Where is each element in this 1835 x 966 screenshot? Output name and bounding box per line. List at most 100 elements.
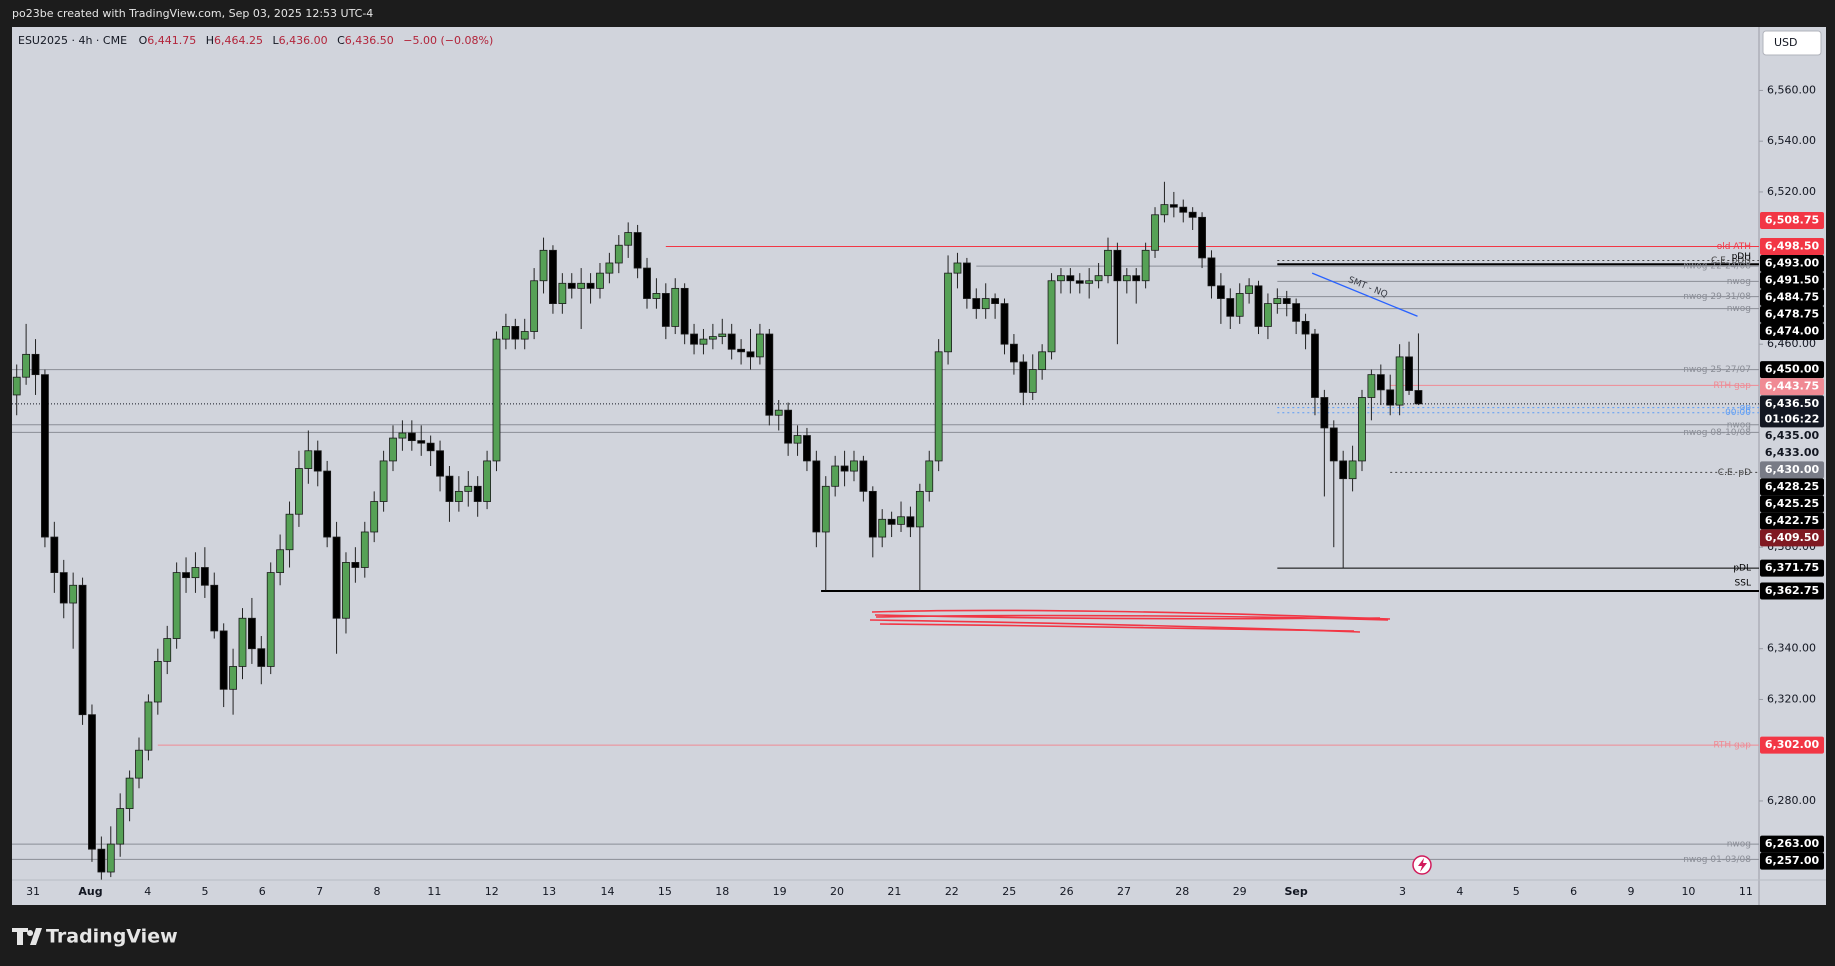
candle-body — [1329, 427, 1338, 462]
candle-body — [1311, 333, 1319, 398]
candle-body — [1151, 214, 1159, 251]
candle-body — [991, 298, 999, 304]
candle-body — [1000, 303, 1009, 345]
candle-body — [238, 617, 247, 667]
candle-body — [624, 232, 633, 246]
price-label: 6,435.00 — [1765, 429, 1820, 442]
candle-body — [1376, 374, 1385, 391]
candle-body — [370, 501, 379, 533]
candle-body — [483, 460, 491, 502]
candle-body — [492, 338, 501, 462]
candle-body — [1094, 275, 1103, 282]
candle-body — [1414, 390, 1423, 405]
candle-body — [972, 298, 981, 310]
candle-body — [1245, 285, 1254, 294]
alert-icon-bolt — [1418, 858, 1427, 872]
candle-body — [172, 572, 181, 639]
level-label: C.E. pD — [1718, 468, 1751, 478]
x-tick-label: 11 — [427, 885, 441, 898]
level-label: nwog 22-24/08 — [1683, 262, 1751, 272]
candle-body — [360, 531, 369, 568]
candle-body — [925, 460, 934, 492]
level-label: SSL — [1735, 578, 1751, 588]
candle-body — [1169, 204, 1178, 208]
price-label-box — [1760, 306, 1824, 323]
candle-body — [708, 336, 717, 340]
candle-body — [323, 470, 332, 538]
level-label: op — [1740, 403, 1752, 413]
candle-body — [1188, 211, 1197, 218]
candle-body — [351, 562, 360, 568]
candle-body — [690, 333, 698, 345]
candle-body — [247, 617, 256, 650]
ohlc-key: C — [337, 34, 345, 47]
x-tick-label: 3 — [1399, 885, 1406, 898]
candle-body — [1141, 249, 1150, 282]
level-label: nwog — [1727, 420, 1751, 430]
ohlc-value: 6,464.25 — [214, 34, 263, 47]
last-price-label: 6,436.50 — [1765, 397, 1820, 410]
candle-body — [1358, 397, 1366, 462]
candle-body — [1405, 356, 1413, 391]
price-label: 6,450.00 — [1765, 363, 1820, 376]
candle-body — [304, 450, 313, 469]
y-tick-label: 6,560.00 — [1767, 83, 1816, 96]
candle-body — [22, 353, 31, 378]
candle-body — [821, 485, 830, 533]
candle-body — [464, 485, 473, 492]
price-label-box — [1760, 582, 1824, 600]
x-tick-label: 28 — [1175, 885, 1189, 898]
x-tick-label: 31 — [26, 885, 40, 898]
candle-body — [803, 435, 811, 462]
price-label-box — [1760, 378, 1824, 396]
last-price-box — [1760, 395, 1824, 428]
candle-body — [106, 843, 115, 873]
candle-body — [144, 701, 153, 751]
candle-body — [897, 516, 905, 525]
x-tick-label: 15 — [658, 885, 672, 898]
candle-body — [1207, 257, 1216, 287]
x-tick-label: 7 — [316, 885, 323, 898]
plot-background — [12, 27, 1826, 905]
ohlc-value: 6,436.50 — [345, 34, 394, 47]
candle-body — [1019, 361, 1028, 393]
candle-body — [850, 460, 858, 472]
candle-body — [454, 490, 463, 502]
price-label: 6,443.75 — [1765, 380, 1819, 393]
price-label: 6,425.25 — [1765, 497, 1819, 510]
candle-body — [1066, 275, 1075, 282]
candle-body — [200, 567, 209, 586]
candle-body — [746, 351, 755, 358]
candle-body — [1292, 303, 1301, 322]
price-label: 6,493.00 — [1765, 257, 1820, 270]
candle-body — [1122, 275, 1131, 282]
candle-body — [125, 777, 134, 809]
currency[interactable]: USD — [1774, 36, 1798, 49]
x-tick-label: Aug — [78, 885, 102, 898]
level-label: nwog 29-31/08 — [1683, 292, 1751, 302]
price-label: 6,484.75 — [1765, 291, 1819, 304]
highlight-scribble — [869, 609, 1391, 633]
level-label: pDH — [1732, 252, 1751, 262]
candle-body — [774, 409, 783, 416]
level-label: nwog 08-10/08 — [1683, 428, 1751, 438]
x-tick-label: 10 — [1681, 885, 1695, 898]
candle-body — [1075, 280, 1084, 284]
x-tick-label: 14 — [601, 885, 615, 898]
brand-logo[interactable]: TradingView — [12, 926, 178, 948]
brand-icon — [12, 928, 42, 945]
candle-body — [1104, 249, 1112, 277]
candle-body — [1160, 204, 1169, 216]
candle-body — [699, 338, 708, 345]
candle-body — [596, 272, 604, 289]
price-label: 6,302.00 — [1765, 738, 1820, 751]
currency-box[interactable] — [1762, 30, 1822, 56]
candle-body — [135, 749, 143, 779]
candle-body — [313, 450, 322, 472]
x-tick-label: 5 — [1513, 885, 1520, 898]
x-tick-label: 29 — [1233, 885, 1247, 898]
price-label: 6,371.75 — [1765, 561, 1819, 574]
x-tick-label: 13 — [542, 885, 556, 898]
y-tick-label: 6,280.00 — [1767, 794, 1816, 807]
candle-body — [671, 287, 680, 327]
